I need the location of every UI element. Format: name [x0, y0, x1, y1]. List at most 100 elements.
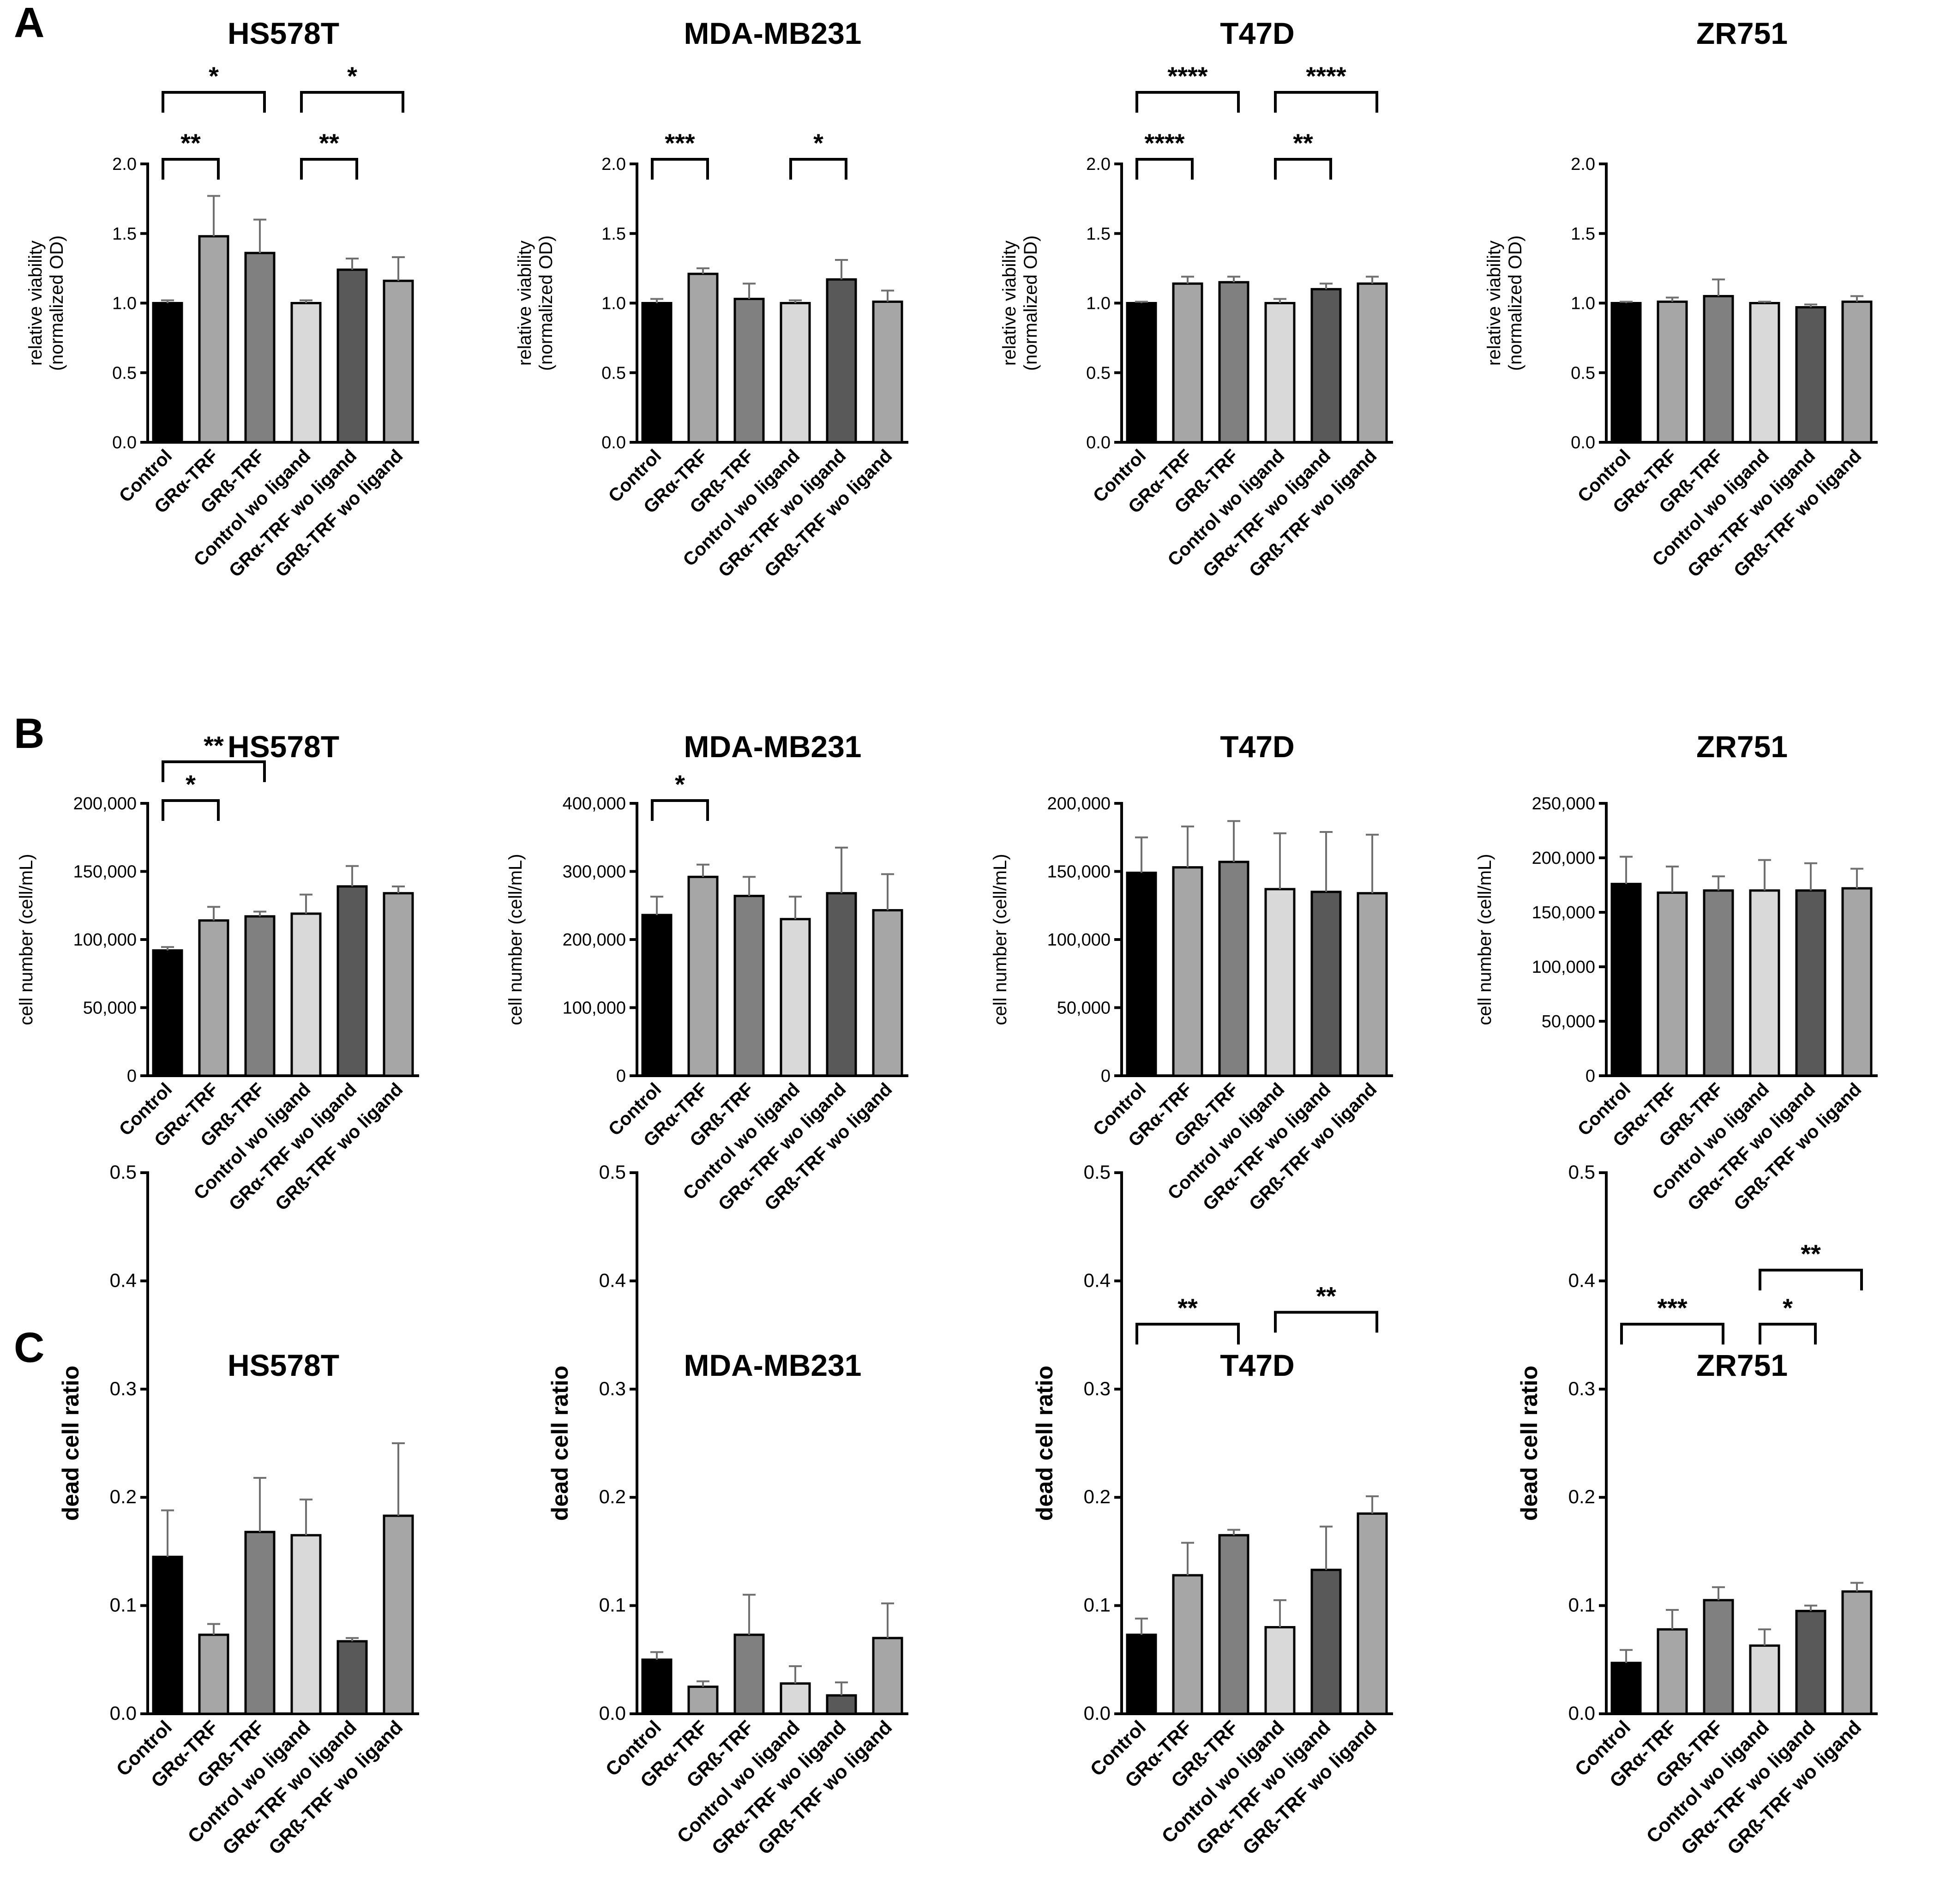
bar-5 — [336, 885, 368, 1077]
bar-5 — [826, 892, 857, 1077]
significance-label: *** — [665, 128, 695, 157]
y-tick-label: 1.5 — [601, 224, 626, 244]
bar-3 — [1218, 1534, 1249, 1715]
bar-5 — [1795, 889, 1826, 1077]
bar-2 — [1657, 892, 1688, 1077]
y-tick-label: 0.0 — [112, 433, 137, 452]
y-axis-label: (normalized OD) — [536, 235, 556, 371]
bar-2 — [687, 875, 719, 1077]
significance-label: * — [186, 770, 196, 799]
bar-1 — [1126, 1633, 1157, 1715]
y-tick-label: 150,000 — [73, 862, 137, 882]
chart-title: HS578T — [228, 729, 339, 764]
y-tick-label: 0.2 — [1084, 1486, 1111, 1507]
bar-3 — [244, 1530, 276, 1715]
bar-5 — [1310, 1568, 1342, 1715]
bar-4 — [1264, 302, 1296, 444]
y-tick-label: 0.5 — [1086, 363, 1111, 383]
bar-3 — [1703, 295, 1734, 444]
bar-2 — [1657, 300, 1688, 444]
y-tick-label: 0.4 — [110, 1269, 137, 1291]
y-tick-label: 0.0 — [601, 433, 626, 452]
y-tick-label: 250,000 — [1532, 794, 1595, 813]
y-tick-label: 0.1 — [110, 1594, 137, 1616]
y-tick-label: 150,000 — [1047, 862, 1111, 882]
y-axis-label: relative viability — [999, 241, 1020, 366]
y-axis-label: cell number (cell/mL) — [990, 854, 1010, 1025]
bar-5 — [1310, 288, 1342, 444]
y-tick-label: 0.0 — [1086, 433, 1111, 452]
y-tick-label: 0.3 — [599, 1378, 626, 1399]
y-tick-label: 2.0 — [1086, 155, 1111, 174]
y-tick-label: 0.2 — [599, 1486, 626, 1507]
significance-label: ** — [1177, 1293, 1198, 1322]
y-axis-label: cell number (cell/mL) — [1475, 854, 1495, 1025]
y-tick-label: 1.0 — [601, 294, 626, 313]
chart-b-t47d: T47D cell number (cell/mL) 0 50,000 100,000 1… — [990, 729, 1393, 1215]
chart-title: T47D — [1220, 729, 1294, 764]
bar-5 — [1310, 891, 1342, 1077]
y-tick-label: 0.5 — [601, 363, 626, 383]
chart-b-zr751: ZR751 cell number (cell/mL) 0 50,000 100,000… — [1475, 729, 1878, 1215]
y-axis-label: relative viability — [1484, 241, 1504, 366]
y-tick-label: 100,000 — [73, 930, 137, 950]
bar-1 — [152, 949, 183, 1077]
significance-label: ** — [204, 731, 224, 760]
bar-2 — [198, 235, 229, 444]
bar-4 — [780, 302, 811, 444]
bar-3 — [1218, 861, 1249, 1077]
bar-3 — [733, 297, 765, 444]
bar-5 — [826, 1694, 857, 1715]
y-tick-label: 100,000 — [1047, 930, 1111, 950]
bar-4 — [1264, 888, 1296, 1077]
bar-1 — [641, 302, 673, 444]
bar-1 — [1610, 302, 1642, 444]
bar-2 — [1172, 282, 1203, 444]
significance-bracket — [1620, 1323, 1724, 1345]
y-tick-label: 0.4 — [1084, 1269, 1111, 1291]
y-tick-label: 0.1 — [1568, 1594, 1595, 1616]
y-tick-label: 1.5 — [112, 224, 137, 244]
y-axis-label: cell number (cell/mL) — [16, 854, 36, 1025]
y-tick-label: 300,000 — [563, 862, 626, 882]
bar-6 — [1357, 892, 1388, 1077]
bar-4 — [780, 1682, 811, 1715]
y-tick-label: 0.3 — [1084, 1378, 1111, 1399]
significance-label: **** — [1144, 128, 1184, 157]
panel-letter-b: B — [14, 710, 44, 757]
y-tick-label: 0.0 — [1568, 1702, 1595, 1724]
bar-5 — [336, 1640, 368, 1715]
significance-bracket — [162, 158, 220, 180]
y-tick-label: 1.0 — [1571, 294, 1595, 313]
chart-title: HS578T — [228, 1348, 339, 1382]
bar-4 — [1749, 302, 1780, 444]
significance-label: ** — [1801, 1239, 1821, 1268]
bar-5 — [826, 278, 857, 444]
bar-2 — [198, 1633, 229, 1715]
chart-title: T47D — [1220, 16, 1294, 50]
bar-3 — [1703, 1599, 1734, 1715]
y-axis-label: (normalized OD) — [47, 235, 67, 371]
y-tick-label: 0.2 — [110, 1486, 137, 1507]
significance-bracket — [1135, 158, 1194, 180]
bar-3 — [244, 252, 276, 444]
significance-bracket — [162, 799, 220, 821]
significance-bracket — [1135, 1323, 1240, 1345]
significance-bracket — [300, 158, 358, 180]
significance-bracket — [651, 799, 709, 821]
bar-2 — [1172, 1574, 1203, 1715]
bar-6 — [1357, 1512, 1388, 1715]
significance-bracket — [162, 91, 266, 113]
bar-5 — [1795, 306, 1826, 444]
bar-6 — [1357, 282, 1388, 444]
chart-title: MDA-MB231 — [684, 16, 861, 50]
bar-3 — [1703, 889, 1734, 1077]
y-tick-label: 0.5 — [112, 363, 137, 383]
y-tick-label: 200,000 — [563, 930, 626, 950]
y-tick-label: 0.5 — [110, 1161, 137, 1183]
panel-letter-c: C — [14, 1324, 44, 1371]
bar-4 — [1749, 1644, 1780, 1715]
significance-label: **** — [1167, 61, 1207, 90]
chart-title: MDA-MB231 — [684, 729, 861, 764]
